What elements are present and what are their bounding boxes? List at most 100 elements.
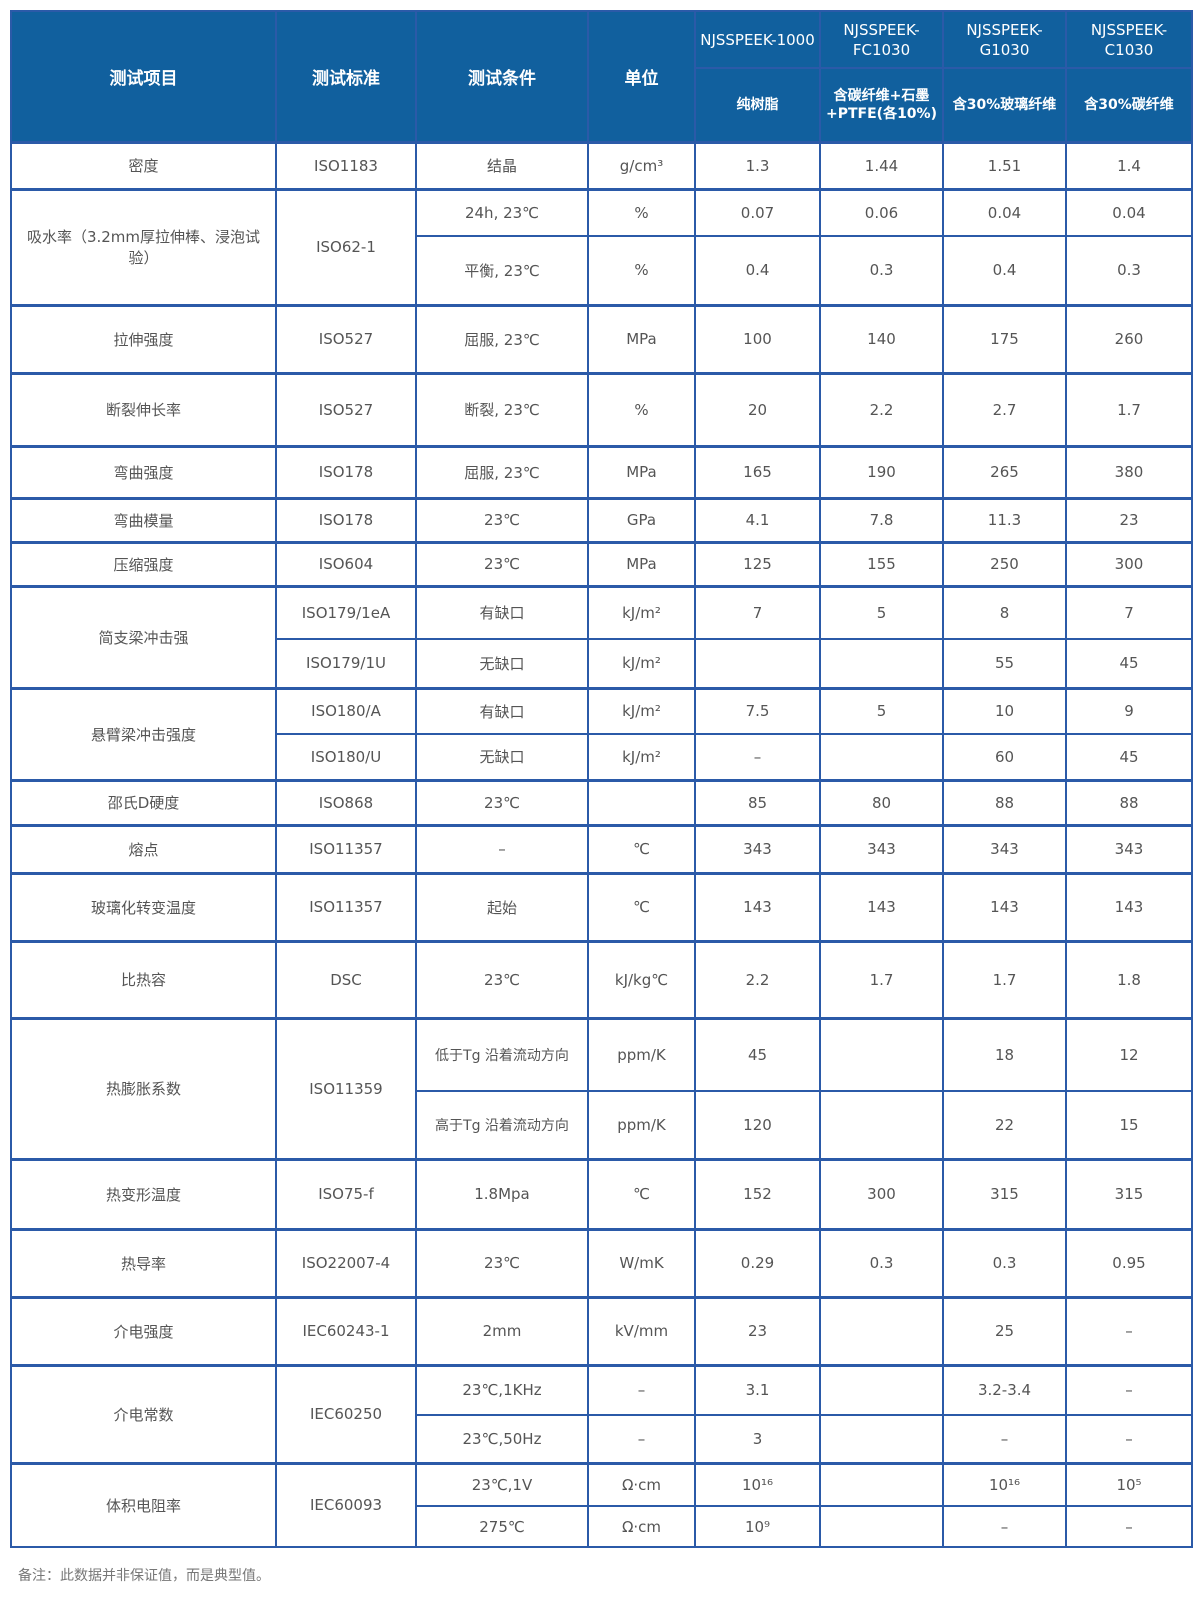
unit: kV/mm: [587, 1295, 696, 1366]
test-condition: 23℃: [415, 778, 589, 826]
unit: W/mK: [587, 1227, 696, 1298]
value-cell: [694, 638, 821, 689]
unit: [587, 778, 696, 826]
table-row: 热变形温度 ISO75-f 1.8Mpa ℃ 152 300 315 315: [10, 1157, 1193, 1230]
test-condition: 屈服, 23℃: [415, 303, 589, 374]
header-model-description: 含碳纤维+石墨+PTFE(各10%): [819, 67, 944, 143]
value-cell: 143: [819, 871, 944, 942]
test-item: 弯曲模量: [10, 496, 277, 543]
test-standard: ISO527: [275, 303, 417, 374]
test-condition: 起始: [415, 871, 589, 942]
value-cell: 45: [1065, 638, 1193, 689]
value-cell: 343: [942, 823, 1067, 874]
value-cell: 315: [1065, 1157, 1193, 1230]
table-row: 比热容 DSC 23℃ kJ/kg℃ 2.2 1.7 1.7 1.8: [10, 939, 1193, 1019]
value-cell: 10⁵: [1065, 1461, 1193, 1507]
value-cell: 0.29: [694, 1227, 821, 1298]
value-cell: 3.2-3.4: [942, 1363, 1067, 1416]
value-cell: [819, 1295, 944, 1366]
test-condition: 24h, 23℃: [415, 187, 589, 237]
unit: %: [587, 371, 696, 447]
test-item: 热变形温度: [10, 1157, 277, 1230]
value-cell: 140: [819, 303, 944, 374]
test-condition: 低于Tg 沿着流动方向: [415, 1016, 589, 1092]
unit: kJ/kg℃: [587, 939, 696, 1019]
table-row: 玻璃化转变温度 ISO11357 起始 ℃ 143 143 143 143: [10, 871, 1193, 942]
test-standard: ISO179/1U: [275, 638, 417, 689]
value-cell: 1.7: [819, 939, 944, 1019]
table-row: 熔点 ISO11357– ℃ 343 343 343 343: [10, 823, 1193, 874]
value-cell: 88: [1065, 778, 1193, 826]
test-standard: DSC: [275, 939, 417, 1019]
unit: ℃: [587, 823, 696, 874]
value-cell: 45: [1065, 733, 1193, 781]
test-standard: ISO180/A: [275, 686, 417, 735]
value-cell: 3.1: [694, 1363, 821, 1416]
test-standard: ISO75-f: [275, 1157, 417, 1230]
value-cell: 7.5: [694, 686, 821, 735]
header-model-description: 含30%玻璃纤维: [942, 67, 1067, 143]
test-standard: ISO604: [275, 540, 417, 587]
value-cell: 5: [819, 584, 944, 640]
test-standard: ISO11357: [275, 823, 417, 874]
test-item: 拉伸强度: [10, 303, 277, 374]
test-item: 比热容: [10, 939, 277, 1019]
value-cell: 1.51: [942, 140, 1067, 190]
value-cell: 265: [942, 444, 1067, 499]
value-cell: 0.04: [942, 187, 1067, 237]
unit: GPa: [587, 496, 696, 543]
test-standard: ISO868: [275, 778, 417, 826]
value-cell: 300: [1065, 540, 1193, 587]
unit: g/cm³: [587, 140, 696, 190]
value-cell: 125: [694, 540, 821, 587]
test-item: 热导率: [10, 1227, 277, 1298]
value-cell: 15: [1065, 1090, 1193, 1160]
unit: Ω·cm: [587, 1505, 696, 1548]
value-cell: 343: [819, 823, 944, 874]
test-item: 热膨胀系数: [10, 1016, 277, 1160]
value-cell: –: [1065, 1295, 1193, 1366]
value-cell: 143: [942, 871, 1067, 942]
test-standard: ISO178: [275, 496, 417, 543]
test-standard: IEC60250: [275, 1363, 417, 1464]
test-item: 悬臂梁冲击强度: [10, 686, 277, 781]
value-cell: –: [1065, 1414, 1193, 1464]
test-condition: 结晶: [415, 140, 589, 190]
table-row: 邵氏D硬度 ISO868 23℃ 85 80 88 88: [10, 778, 1193, 826]
test-item: 介电强度: [10, 1295, 277, 1366]
value-cell: 0.3: [1065, 235, 1193, 306]
footnote: 备注：此数据并非保证值，而是典型值。: [18, 1568, 270, 1584]
table-row: ISO180/U 无缺口 kJ/m² – 60 45: [11, 733, 1193, 781]
value-cell: 2.2: [694, 939, 821, 1019]
test-condition: 23℃: [415, 1227, 589, 1298]
unit: ppm/K: [587, 1016, 696, 1092]
test-standard: ISO11357: [275, 871, 417, 942]
value-cell: 22: [942, 1090, 1067, 1160]
value-cell: 152: [694, 1157, 821, 1230]
test-item: 体积电阻率: [10, 1461, 277, 1548]
test-condition: 断裂, 23℃: [415, 371, 589, 447]
table-row: 体积电阻率 IEC60093 23℃,1V Ω·cm 10¹⁶ 10¹⁶ 10⁵: [10, 1461, 1193, 1548]
test-condition: 23℃,1KHz: [415, 1363, 589, 1416]
unit: MPa: [587, 444, 696, 499]
value-cell: 9: [1065, 686, 1193, 735]
value-cell: 4.1: [694, 496, 821, 543]
table-row: 介电强度 IEC60243-1 2mm kV/mm 23 25–: [10, 1295, 1193, 1366]
table-row: ISO179/1U 无缺口 kJ/m² 55 45: [11, 638, 1193, 689]
header-model: NJSSPEEK-C1030: [1065, 10, 1193, 69]
table-row: 简支梁冲击强 ISO179/1eA 有缺口 kJ/m² 7 5 8 7: [10, 584, 1193, 689]
value-cell: 7: [1065, 584, 1193, 640]
material-properties-table: 测试项目 测试标准 测试条件 单位 NJSSPEEK-1000 NJSSPEEK…: [10, 10, 1193, 1548]
unit: ppm/K: [587, 1090, 696, 1160]
value-cell: 190: [819, 444, 944, 499]
test-standard: ISO527: [275, 371, 417, 447]
test-item: 简支梁冲击强: [10, 584, 277, 689]
test-condition: 1.8Mpa: [415, 1157, 589, 1230]
unit: –: [587, 1414, 696, 1464]
test-condition: 23℃,1V: [415, 1461, 589, 1507]
unit: Ω·cm: [587, 1461, 696, 1507]
value-cell: 12: [1065, 1016, 1193, 1092]
header-test-condition: 测试条件: [415, 10, 589, 143]
test-item: 邵氏D硬度: [10, 778, 277, 826]
test-item: 弯曲强度: [10, 444, 277, 499]
